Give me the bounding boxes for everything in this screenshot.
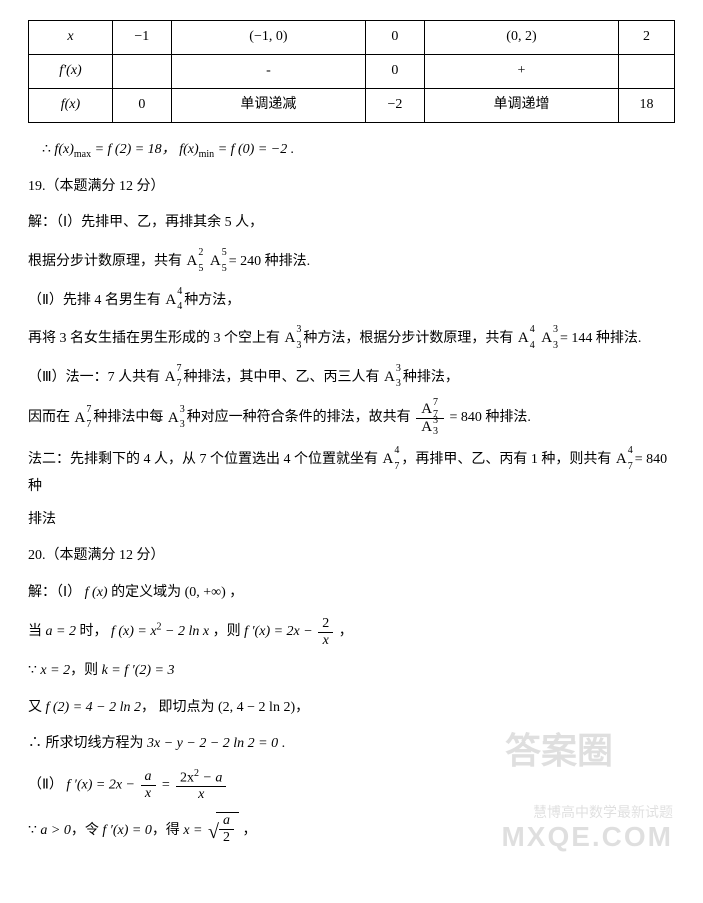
cell: + [424,55,618,89]
cell: x [29,21,113,55]
q20-heading: 20.（本题满分 12 分） [28,543,675,570]
cell: 单调递减 [171,89,365,123]
cell: 0 [112,89,171,123]
q20-part2-derivative: （Ⅱ） f ′(x) = 2x − ax = 2x2 − a x [28,768,675,802]
cell: −1 [112,21,171,55]
q20-a2-case: 当 a = 2 时， f (x) = x2 − 2 ln x ，则 f ′(x)… [28,616,675,648]
derivative-table: x −1 (−1, 0) 0 (0, 2) 2 f′(x) - 0 + f(x)… [28,20,675,123]
cell: (0, 2) [424,21,618,55]
q19-part2-1: （Ⅱ）先排 4 名男生有 A44 种方法， [28,286,675,315]
cell: 2 [619,21,675,55]
cell [619,55,675,89]
q19-method2-2: 排法 [28,507,675,534]
q19-part3-2: 因而在 A77 种排法中每 A33 种对应一种符合条件的排法，故共有 A77 A… [28,401,675,435]
table-row: f(x) 0 单调递减 −2 单调递增 18 [29,89,675,123]
table-row: f′(x) - 0 + [29,55,675,89]
q19-part1-1: 解：（Ⅰ）先排甲、乙，再排其余 5 人， [28,210,675,237]
table-row: x −1 (−1, 0) 0 (0, 2) 2 [29,21,675,55]
q19-heading: 19.（本题满分 12 分） [28,174,675,201]
q19-method2-1: 法二：先排剩下的 4 人，从 7 个位置选出 4 个位置就坐有 A47 ，再排甲… [28,445,675,500]
cell: (−1, 0) [171,21,365,55]
cell: 18 [619,89,675,123]
cell: 单调递增 [424,89,618,123]
cell [112,55,171,89]
q20-tangent-point: 又 f (2) = 4 − 2 ln 2， 即切点为 (2, 4 − 2 ln … [28,695,675,722]
cell: f(x) [29,89,113,123]
q20-critical-point: ∵ a > 0，令 f ′(x) = 0，得 x = √a2 ， [28,812,675,845]
q20-tangent-line: ∴ 所求切线方程为 3x − y − 2 − 2 ln 2 = 0 . [28,731,675,758]
q19-part2-2: 再将 3 名女生插在男生形成的 3 个空上有 A33 种方法，根据分步计数原理，… [28,324,675,353]
q19-part1-2: 根据分步计数原理，共有 A25 A55 = 240 种排法. [28,247,675,276]
cell: 0 [365,55,424,89]
cell: f′(x) [29,55,113,89]
q20-part1-domain: 解：（Ⅰ） f (x) 的定义域为 (0, +∞) ， [28,580,675,607]
q19-part3-1: （Ⅲ）法一：7 人共有 A77 种排法，其中甲、乙、丙三人有 A33 种排法， [28,363,675,392]
cell: 0 [365,21,424,55]
q20-slope: ∵ x = 2，则 k = f ′(2) = 3 [28,658,675,685]
cell: - [171,55,365,89]
cell: −2 [365,89,424,123]
conclusion-max-min: ∴ f(x)max = f (2) = 18， f(x)min = f (0) … [28,137,675,164]
